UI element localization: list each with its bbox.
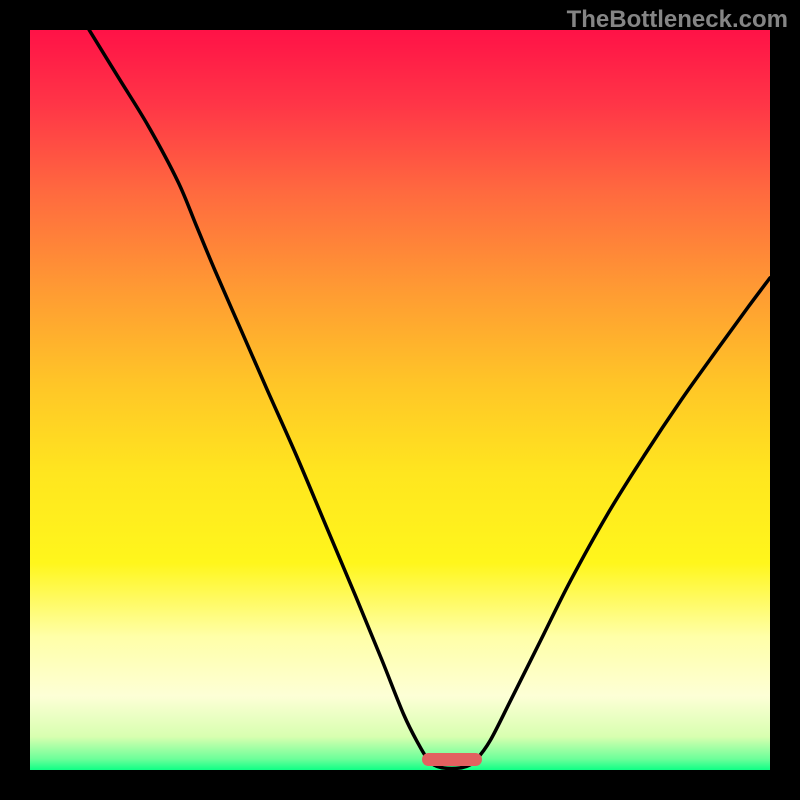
attribution-watermark: TheBottleneck.com bbox=[567, 6, 788, 34]
optimal-range-marker bbox=[422, 753, 482, 766]
bottleneck-curve bbox=[30, 30, 770, 770]
chart-frame: TheBottleneck.com bbox=[0, 0, 800, 800]
plot-area bbox=[30, 30, 770, 770]
